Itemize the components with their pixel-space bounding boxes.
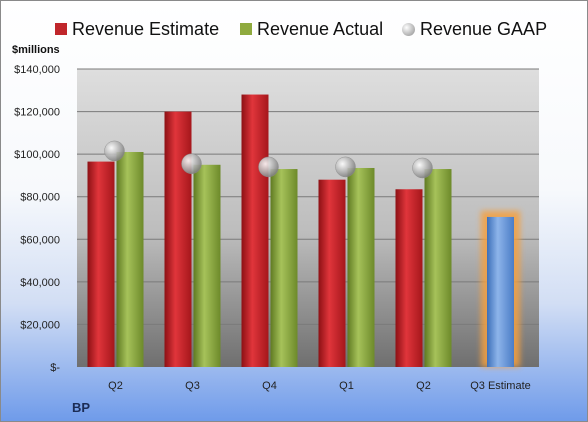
legend-item-actual: Revenue Actual [240, 16, 383, 42]
y-tick-label: $60,000 [20, 234, 60, 246]
legend-label-gaap: Revenue GAAP [420, 18, 548, 39]
gaap-points [104, 140, 433, 179]
point-revenue-gaap [181, 153, 202, 174]
x-axis: Q2 Q3 Q4 Q1 Q2 Q3 Estimate [108, 380, 531, 392]
x-tick-label: Q1 [339, 380, 354, 392]
point-revenue-gaap [258, 156, 279, 178]
legend-swatch-estimate [55, 23, 67, 35]
point-revenue-gaap [412, 157, 433, 179]
point-revenue-gaap [104, 140, 125, 162]
bar-revenue-estimate [164, 111, 192, 367]
bar-revenue-actual [193, 164, 221, 367]
y-tick-label: $40,000 [20, 277, 60, 289]
y-tick-label: $80,000 [20, 192, 60, 204]
company-label: BP [72, 400, 91, 415]
y-tick-label: $- [50, 362, 60, 374]
legend-label-actual: Revenue Actual [257, 18, 384, 39]
bar-revenue-actual [347, 167, 375, 367]
legend-swatch-actual [240, 23, 252, 35]
legend: Revenue Estimate Revenue Actual Revenue … [1, 16, 587, 44]
bar-revenue-estimate-forecast [487, 216, 514, 367]
x-tick-label: Q2 [108, 380, 123, 392]
bar-revenue-estimate [241, 94, 269, 368]
x-tick-label: Q2 [416, 380, 431, 392]
bar-revenue-actual [424, 169, 452, 367]
legend-item-estimate: Revenue Estimate [55, 16, 219, 42]
bar-revenue-estimate [87, 161, 115, 367]
x-tick-label: Q4 [262, 380, 277, 392]
bar-revenue-actual [116, 152, 144, 367]
y-tick-label: $120,000 [14, 107, 60, 119]
bar-revenue-actual [270, 169, 298, 367]
legend-label-estimate: Revenue Estimate [72, 18, 220, 39]
bars [87, 94, 520, 368]
legend-swatch-gaap [402, 22, 415, 36]
x-tick-label: Q3 [185, 380, 200, 392]
y-tick-label: $140,000 [14, 64, 60, 76]
y-tick-label: $100,000 [14, 149, 60, 161]
units-label: $millions [12, 44, 60, 56]
y-tick-label: $20,000 [20, 319, 60, 331]
bar-revenue-estimate [395, 189, 423, 367]
point-revenue-gaap [335, 156, 356, 178]
bar-revenue-estimate [318, 179, 346, 367]
gridlines [77, 68, 539, 325]
legend-item-gaap: Revenue GAAP [402, 16, 547, 42]
x-tick-label: Q3 Estimate [470, 380, 531, 392]
y-axis: $- $20,000 $40,000 $60,000 $80,000 $100,000 $1… [14, 64, 60, 374]
plot-area [77, 69, 539, 367]
